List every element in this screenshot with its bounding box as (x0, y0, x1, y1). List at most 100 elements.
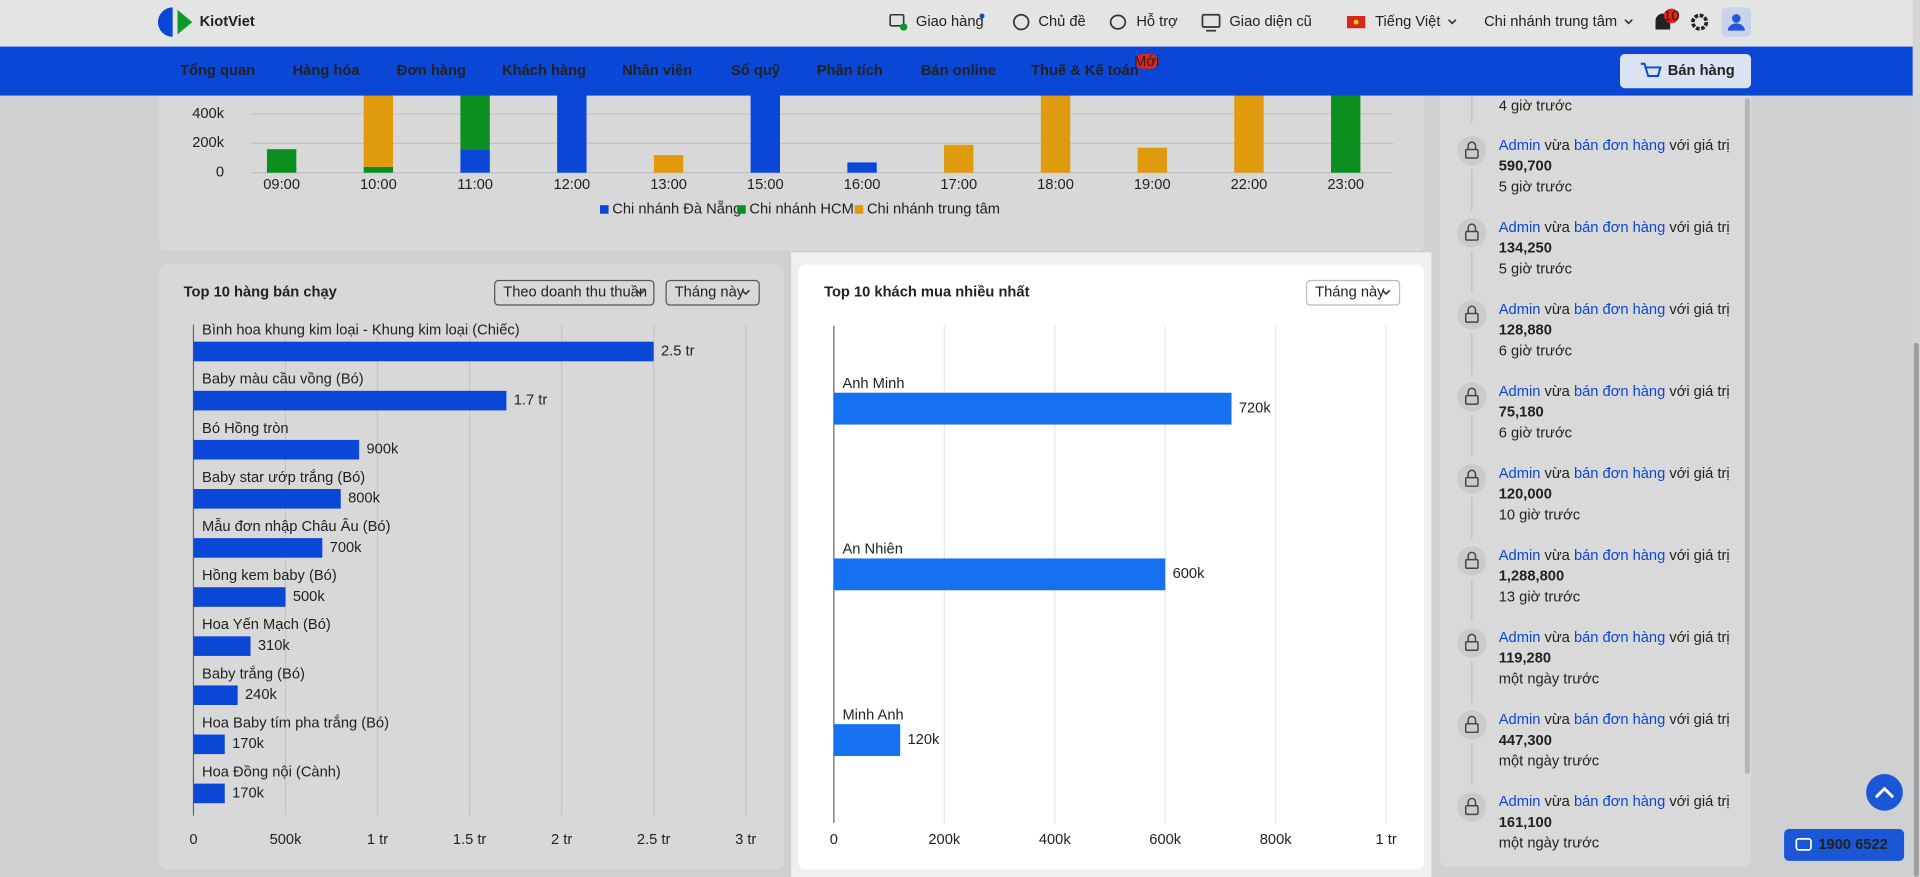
value-label: 600k (1173, 566, 1206, 582)
nav-item[interactable]: Đơn hàng (397, 63, 466, 79)
bar-segment (944, 144, 974, 173)
category-label: Hoa Baby tím pha trắng (Bó) (202, 714, 389, 731)
feed-time: 6 giờ trước (1499, 343, 1572, 359)
nav-item[interactable]: Khách hàng (502, 63, 586, 79)
bar-segment (1331, 84, 1361, 173)
flag-icon (1353, 19, 1359, 25)
lock-icon (1467, 797, 1477, 806)
value-label: 310k (258, 638, 291, 654)
feed-suffix: với giá trị (1669, 138, 1729, 154)
feed-scrollbar[interactable] (1744, 98, 1750, 774)
header-link[interactable]: Giao hàng (916, 14, 984, 30)
feed-user[interactable]: Admin (1499, 138, 1541, 154)
feed-line: Admin vừa bán đơn hàng với giá trị (1499, 302, 1730, 318)
feed-action[interactable]: bán đơn hàng (1574, 138, 1665, 154)
cart-icon (1640, 62, 1662, 77)
avatar-icon (1732, 14, 1741, 23)
scroll-top-button[interactable] (1866, 773, 1903, 811)
filter-label: Tháng này (675, 285, 745, 301)
page-scrollbar-thumb[interactable] (1913, 342, 1919, 877)
feed-icon (1457, 710, 1487, 740)
feed-user[interactable]: Admin (1499, 466, 1541, 482)
hotline-button[interactable] (1784, 829, 1905, 861)
lock-icon (1467, 469, 1477, 478)
lock-icon (1467, 715, 1477, 724)
sell-button[interactable] (1620, 53, 1752, 89)
feed-action[interactable]: bán đơn hàng (1574, 220, 1665, 236)
legend-label: Chi nhánh trung tâm (867, 201, 1000, 217)
bar-segment (847, 162, 877, 173)
feed-icon (1457, 464, 1487, 494)
bar (833, 392, 1232, 425)
feed-icon (1457, 628, 1487, 658)
feed-user[interactable]: Admin (1499, 384, 1541, 400)
feed-verb: vừa (1545, 466, 1571, 482)
notification-badge (1664, 8, 1679, 24)
x-tick-label: 11:00 (457, 177, 493, 193)
feed-user[interactable]: Admin (1499, 712, 1541, 728)
feed-action[interactable]: bán đơn hàng (1574, 302, 1665, 318)
filter-dropdown[interactable] (665, 279, 760, 306)
feed-suffix: với giá trị (1669, 794, 1729, 810)
x-tick-label: 17:00 (940, 177, 977, 193)
lock-icon (1464, 723, 1479, 734)
feed-action[interactable]: bán đơn hàng (1574, 794, 1665, 810)
nav-item[interactable]: Bán online (921, 63, 996, 79)
value-label: 900k (366, 442, 399, 458)
header-link[interactable]: Chủ đề (1038, 14, 1085, 30)
nav-item[interactable]: Thuế & Kế toán (1031, 63, 1139, 79)
feed-line: Admin vừa bán đơn hàng với giá trị (1499, 384, 1730, 400)
new-badge-label: Mới (1134, 54, 1159, 70)
lock-icon (1464, 476, 1479, 487)
feed-user[interactable]: Admin (1499, 548, 1541, 564)
feed-user[interactable]: Admin (1499, 302, 1541, 318)
settings-icon[interactable] (1691, 13, 1709, 31)
logo[interactable]: KiotViet (200, 14, 255, 30)
feed-user[interactable]: Admin (1499, 220, 1541, 236)
x-tick-label: 0 (189, 832, 197, 848)
feed-amount: 119,280 (1499, 651, 1551, 667)
bar (193, 734, 225, 755)
feed-action[interactable]: bán đơn hàng (1574, 384, 1665, 400)
card-title: Top 10 khách mua nhiều nhất (824, 285, 1029, 301)
feed-user[interactable]: Admin (1499, 630, 1541, 646)
scroll-top-icon (1874, 786, 1895, 799)
category-label: Mẫu đơn nhập Châu Âu (Bó) (202, 518, 390, 535)
value-label: 120k (907, 732, 940, 748)
bar (193, 587, 286, 607)
dot-indicator (979, 13, 985, 19)
header-link[interactable]: Tiếng Việt (1375, 14, 1440, 30)
feed-user[interactable]: Admin (1499, 794, 1541, 810)
feed-suffix: với giá trị (1669, 220, 1729, 236)
nav-item[interactable]: Nhân viên (622, 63, 692, 79)
filter-dropdown[interactable] (1305, 279, 1401, 306)
feed-action[interactable]: bán đơn hàng (1574, 712, 1665, 728)
feed-line: Admin vừa bán đơn hàng với giá trị (1499, 630, 1730, 646)
nav-item[interactable]: Phân tích (817, 63, 883, 79)
x-tick-label: 12:00 (553, 177, 590, 193)
x-tick-label: 1 tr (367, 832, 388, 848)
feed-action[interactable]: bán đơn hàng (1574, 630, 1665, 646)
nav-item[interactable]: Hàng hóa (293, 63, 361, 79)
logo-mark (177, 9, 193, 35)
feed-time: 5 giờ trước (1499, 261, 1572, 277)
lock-icon (1467, 633, 1477, 642)
category-label: Hoa Đồng nội (Cành) (202, 764, 341, 780)
header-link[interactable]: Giao diện cũ (1229, 14, 1311, 30)
bar-segment (266, 149, 297, 173)
bar (833, 724, 901, 756)
nav-item[interactable]: Sổ quỹ (731, 63, 781, 79)
header-link[interactable]: Hỗ trợ (1136, 13, 1178, 30)
filter-dropdown[interactable] (494, 279, 655, 306)
feed-action[interactable]: bán đơn hàng (1574, 548, 1665, 564)
header-link[interactable]: Chi nhánh trung tâm (1484, 14, 1617, 30)
nav-item[interactable]: Tổng quan (180, 63, 255, 79)
feed-action[interactable]: bán đơn hàng (1574, 466, 1665, 482)
y-tick-label: 0 (216, 165, 224, 181)
x-tick-label: 19:00 (1134, 177, 1171, 193)
feed-time: một ngày trước (1499, 836, 1599, 852)
x-tick-label: 1.5 tr (453, 832, 487, 848)
x-tick-label: 10:00 (360, 177, 397, 193)
